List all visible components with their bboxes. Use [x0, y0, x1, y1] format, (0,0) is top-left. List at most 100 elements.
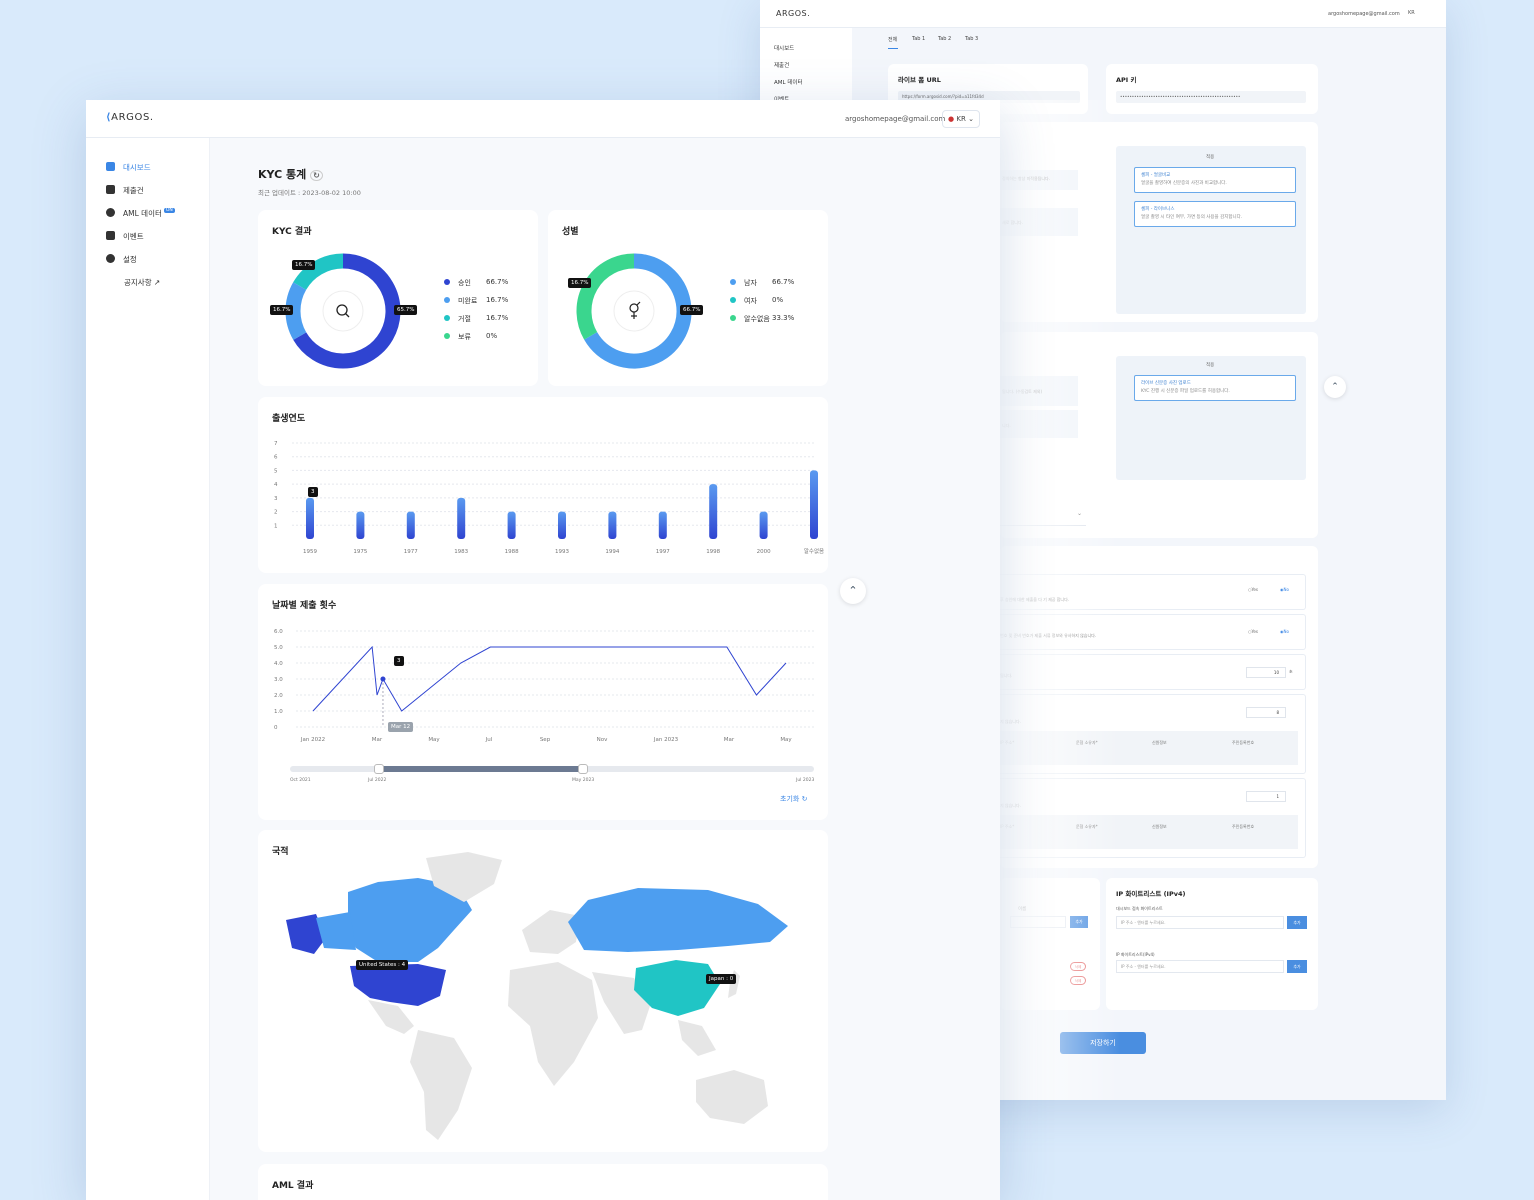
- delete-button[interactable]: 삭제: [1070, 962, 1086, 971]
- page-title: KYC 통계 ↻: [258, 166, 323, 182]
- no-radio[interactable]: ◉No: [1280, 587, 1289, 592]
- bar: [306, 497, 314, 539]
- partial-text: 됩니다. (수동검토 제외): [1000, 376, 1078, 406]
- mexico-region: [368, 1000, 414, 1034]
- sidebar-item-submissions[interactable]: 제출건: [106, 185, 144, 199]
- legend-label: 남자: [744, 279, 757, 287]
- no-radio[interactable]: ◉No: [1280, 629, 1289, 634]
- ip-input[interactable]: IP 주소 - 엔터를 누르세요.: [1116, 916, 1284, 929]
- back-topbar: ARGOS. argoshomepage@gmail.com KR: [760, 0, 1446, 28]
- y-tick-label: 5.0: [274, 645, 283, 651]
- nationality-card: 국적: [258, 830, 828, 1152]
- count-input[interactable]: 8: [1246, 707, 1286, 718]
- aml-result-card: AML 결과: [258, 1164, 828, 1200]
- legend-label: 거절: [458, 315, 471, 323]
- europe-region: [522, 910, 580, 954]
- applied-item[interactable]: 라이브 신분증 사진 업로드 KYC 진행 시 신분증 파일 업로드를 허용합니다…: [1134, 375, 1296, 401]
- date-range-slider[interactable]: [290, 764, 814, 774]
- back-logo: ARGOS.: [776, 9, 811, 18]
- birth-year-title: 출생연도: [272, 414, 306, 424]
- russia-region: [568, 888, 788, 952]
- back-sidebar-item[interactable]: 제출건: [774, 63, 790, 69]
- apply-label: 적용: [1206, 363, 1215, 368]
- on-badge: ON: [163, 208, 175, 213]
- tab-1[interactable]: Tab 1: [912, 36, 926, 42]
- donut-slice: [293, 253, 344, 291]
- back-settings-card-3: 후 승인에 대한 제출을 다 기 제공 합니다. ○Yes ◉No 번호 및 준…: [1000, 546, 1318, 868]
- seconds-input[interactable]: 10: [1246, 667, 1286, 678]
- y-tick-label: 4.0: [274, 661, 283, 667]
- sidebar-item-aml[interactable]: AML 데이터 ON: [106, 208, 175, 222]
- sidebar-item-dashboard[interactable]: 대시보드: [106, 162, 151, 176]
- x-tick-label: 1988: [505, 549, 519, 555]
- api-key-card: API 키 ••••••••••••••••••••••••••••••••••…: [1106, 64, 1318, 114]
- legend-label: 보류: [458, 333, 471, 341]
- add-button[interactable]: 추가: [1287, 916, 1307, 929]
- yes-radio[interactable]: ○Yes: [1248, 629, 1258, 634]
- gender-tip: 16.7%: [568, 278, 592, 288]
- canada-west-region: [316, 912, 356, 950]
- legend-value: 33.3%: [772, 314, 795, 322]
- x-tick-label: May: [428, 737, 440, 743]
- sidebar-item-settings[interactable]: 설정: [106, 254, 137, 268]
- delete-button[interactable]: 삭제: [1070, 976, 1086, 985]
- partial-text: 새로 합니다.: [1000, 208, 1078, 236]
- back-sidebar-item[interactable]: 대시보드: [774, 46, 795, 52]
- sidebar-item-notice[interactable]: 공지사항 ↗: [124, 278, 161, 287]
- x-tick-label: Mar: [372, 737, 383, 743]
- back-sidebar-item[interactable]: AML 데이터: [774, 80, 803, 86]
- add-button[interactable]: 추가: [1287, 960, 1307, 973]
- tab-3[interactable]: Tab 3: [965, 36, 979, 42]
- applied-item[interactable]: 셀피 - 라이브니스 얼굴 촬영 시 타인 여부, 가면 등의 사용을 감지합니다…: [1134, 201, 1296, 227]
- x-tick-label: 1977: [404, 549, 418, 555]
- applied-list-2: 적용 라이브 신분증 사진 업로드 KYC 진행 시 신분증 파일 업로드를 허용…: [1116, 356, 1306, 480]
- partial-text: 니다.: [1000, 410, 1078, 438]
- add-button[interactable]: 추가: [1070, 916, 1088, 928]
- x-tick-label: 1983: [454, 549, 468, 555]
- lang-select[interactable]: ● KR ⌄: [942, 110, 980, 128]
- yes-radio[interactable]: ○Yes: [1248, 587, 1258, 592]
- search-icon: [336, 304, 348, 316]
- save-button[interactable]: 저장하기: [1060, 1032, 1146, 1054]
- ip-input[interactable]: IP 주소 - 엔터를 누르세요.: [1116, 960, 1284, 973]
- y-tick-label: 5: [274, 468, 278, 474]
- bar: [507, 511, 516, 539]
- hover-point: [380, 676, 386, 682]
- applied-item[interactable]: 셀피 - 얼굴비교 얼굴을 촬영하여 신분증의 사진과 비교합니다.: [1134, 167, 1296, 193]
- legend-value: 16.7%: [486, 296, 509, 304]
- api-key-field[interactable]: ••••••••••••••••••••••••••••••••••••••••…: [1116, 91, 1306, 103]
- front-window: ⟨ARGOS. argoshomepage@gmail.com ● KR ⌄ 대…: [86, 100, 1000, 1200]
- legend-dot: [730, 315, 736, 321]
- x-tick-label: Jan 2022: [300, 737, 325, 743]
- map-tip-japan: Japan : 0: [706, 974, 737, 984]
- scroll-top-button[interactable]: ⌃: [840, 578, 866, 604]
- chevron-down-icon[interactable]: ⌄: [1000, 504, 1086, 526]
- slider-label: Oct 2021: [290, 778, 311, 783]
- dashboard-icon: [106, 162, 115, 171]
- donut-slice: [285, 282, 307, 340]
- argos-logo: ⟨ARGOS.: [106, 112, 154, 123]
- x-tick-label: 1975: [353, 549, 367, 555]
- back-settings-card-2: 적용 라이브 신분증 사진 업로드 KYC 진행 시 신분증 파일 업로드를 허용…: [1000, 332, 1318, 538]
- south-america-region: [410, 1030, 472, 1140]
- back-lang-select[interactable]: KR: [1408, 10, 1415, 16]
- scroll-top-button[interactable]: ⌃: [1324, 376, 1346, 398]
- reset-button[interactable]: 초기화 ↻: [780, 795, 808, 803]
- x-tick-label: Nov: [597, 737, 608, 743]
- slider-label: May 2023: [572, 778, 595, 783]
- last-updated: 최근 업데이트 : 2023-08-02 10:00: [258, 189, 361, 197]
- tab-all[interactable]: 전체: [888, 37, 898, 43]
- legend-item: 여자 0%: [730, 296, 783, 306]
- count-input[interactable]: 1: [1246, 791, 1286, 802]
- japan-region: [728, 970, 740, 998]
- aml-icon: [106, 208, 115, 217]
- option-row: 후 승인에 대한 제출을 다 기 제공 합니다. ○Yes ◉No: [1000, 574, 1306, 610]
- slider-handle-left[interactable]: [374, 764, 384, 774]
- legend-value: 0%: [772, 296, 784, 304]
- legend-value: 0%: [486, 332, 498, 340]
- slider-handle-right[interactable]: [578, 764, 588, 774]
- tab-2[interactable]: Tab 2: [938, 36, 952, 42]
- sidebar-item-events[interactable]: 이벤트: [106, 231, 144, 245]
- y-tick-label: 1: [274, 523, 278, 529]
- y-tick-label: 6: [274, 455, 278, 461]
